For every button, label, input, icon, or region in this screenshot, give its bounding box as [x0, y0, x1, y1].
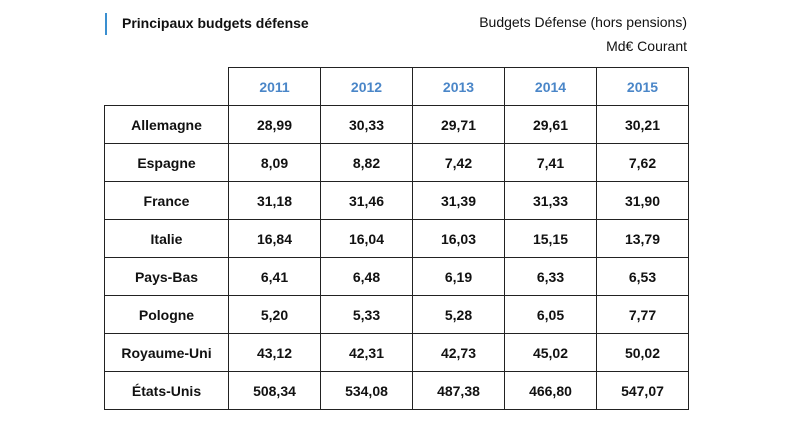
country-cell: États-Unis	[104, 371, 229, 410]
value-cell: 7,77	[596, 295, 689, 334]
value-cell: 6,53	[596, 257, 689, 296]
value-cell: 6,33	[504, 257, 597, 296]
value-cell: 30,33	[320, 105, 413, 144]
year-header: 2013	[412, 67, 505, 106]
value-cell: 7,41	[504, 143, 597, 182]
year-header: 2014	[504, 67, 597, 106]
table-row: France 31,18 31,46 31,39 31,33 31,90	[104, 181, 689, 220]
value-cell: 29,61	[504, 105, 597, 144]
country-cell: Royaume-Uni	[104, 333, 229, 372]
value-cell: 5,33	[320, 295, 413, 334]
value-cell: 534,08	[320, 371, 413, 410]
budget-table: 2011 2012 2013 2014 2015 Allemagne 28,99…	[104, 67, 689, 410]
value-cell: 5,28	[412, 295, 505, 334]
table-row: Espagne 8,09 8,82 7,42 7,41 7,62	[104, 143, 689, 182]
table-row: Pays-Bas 6,41 6,48 6,19 6,33 6,53	[104, 257, 689, 296]
year-header: 2011	[228, 67, 321, 106]
value-cell: 50,02	[596, 333, 689, 372]
table-row: Italie 16,84 16,04 16,03 15,15 13,79	[104, 219, 689, 258]
value-cell: 6,05	[504, 295, 597, 334]
table-row: États-Unis 508,34 534,08 487,38 466,80 5…	[104, 371, 689, 410]
value-cell: 487,38	[412, 371, 505, 410]
value-cell: 31,18	[228, 181, 321, 220]
value-cell: 43,12	[228, 333, 321, 372]
value-cell: 8,82	[320, 143, 413, 182]
value-cell: 7,62	[596, 143, 689, 182]
country-cell: Italie	[104, 219, 229, 258]
page-title: Principaux budgets défense	[122, 15, 309, 31]
value-cell: 31,39	[412, 181, 505, 220]
value-cell: 29,71	[412, 105, 505, 144]
country-cell: Allemagne	[104, 105, 229, 144]
country-cell: Pologne	[104, 295, 229, 334]
country-cell: Espagne	[104, 143, 229, 182]
year-header: 2012	[320, 67, 413, 106]
value-cell: 6,41	[228, 257, 321, 296]
value-cell: 30,21	[596, 105, 689, 144]
value-cell: 547,07	[596, 371, 689, 410]
table-row: Royaume-Uni 43,12 42,31 42,73 45,02 50,0…	[104, 333, 689, 372]
value-cell: 42,31	[320, 333, 413, 372]
value-cell: 16,03	[412, 219, 505, 258]
header-corner	[104, 67, 229, 106]
value-cell: 13,79	[596, 219, 689, 258]
value-cell: 31,90	[596, 181, 689, 220]
title-accent-bar	[105, 13, 107, 35]
value-cell: 5,20	[228, 295, 321, 334]
table-subtitle: Budgets Défense (hors pensions) Md€ Cour…	[479, 10, 687, 58]
value-cell: 45,02	[504, 333, 597, 372]
country-cell: Pays-Bas	[104, 257, 229, 296]
value-cell: 6,48	[320, 257, 413, 296]
value-cell: 31,33	[504, 181, 597, 220]
table-row: Pologne 5,20 5,33 5,28 6,05 7,77	[104, 295, 689, 334]
value-cell: 6,19	[412, 257, 505, 296]
value-cell: 15,15	[504, 219, 597, 258]
table-header-row: 2011 2012 2013 2014 2015	[104, 67, 689, 106]
table-row: Allemagne 28,99 30,33 29,71 29,61 30,21	[104, 105, 689, 144]
value-cell: 8,09	[228, 143, 321, 182]
value-cell: 466,80	[504, 371, 597, 410]
value-cell: 7,42	[412, 143, 505, 182]
value-cell: 28,99	[228, 105, 321, 144]
value-cell: 16,04	[320, 219, 413, 258]
subtitle-line-2: Md€ Courant	[606, 38, 687, 54]
value-cell: 508,34	[228, 371, 321, 410]
value-cell: 31,46	[320, 181, 413, 220]
value-cell: 42,73	[412, 333, 505, 372]
country-cell: France	[104, 181, 229, 220]
value-cell: 16,84	[228, 219, 321, 258]
year-header: 2015	[596, 67, 689, 106]
subtitle-line-1: Budgets Défense (hors pensions)	[479, 14, 687, 30]
